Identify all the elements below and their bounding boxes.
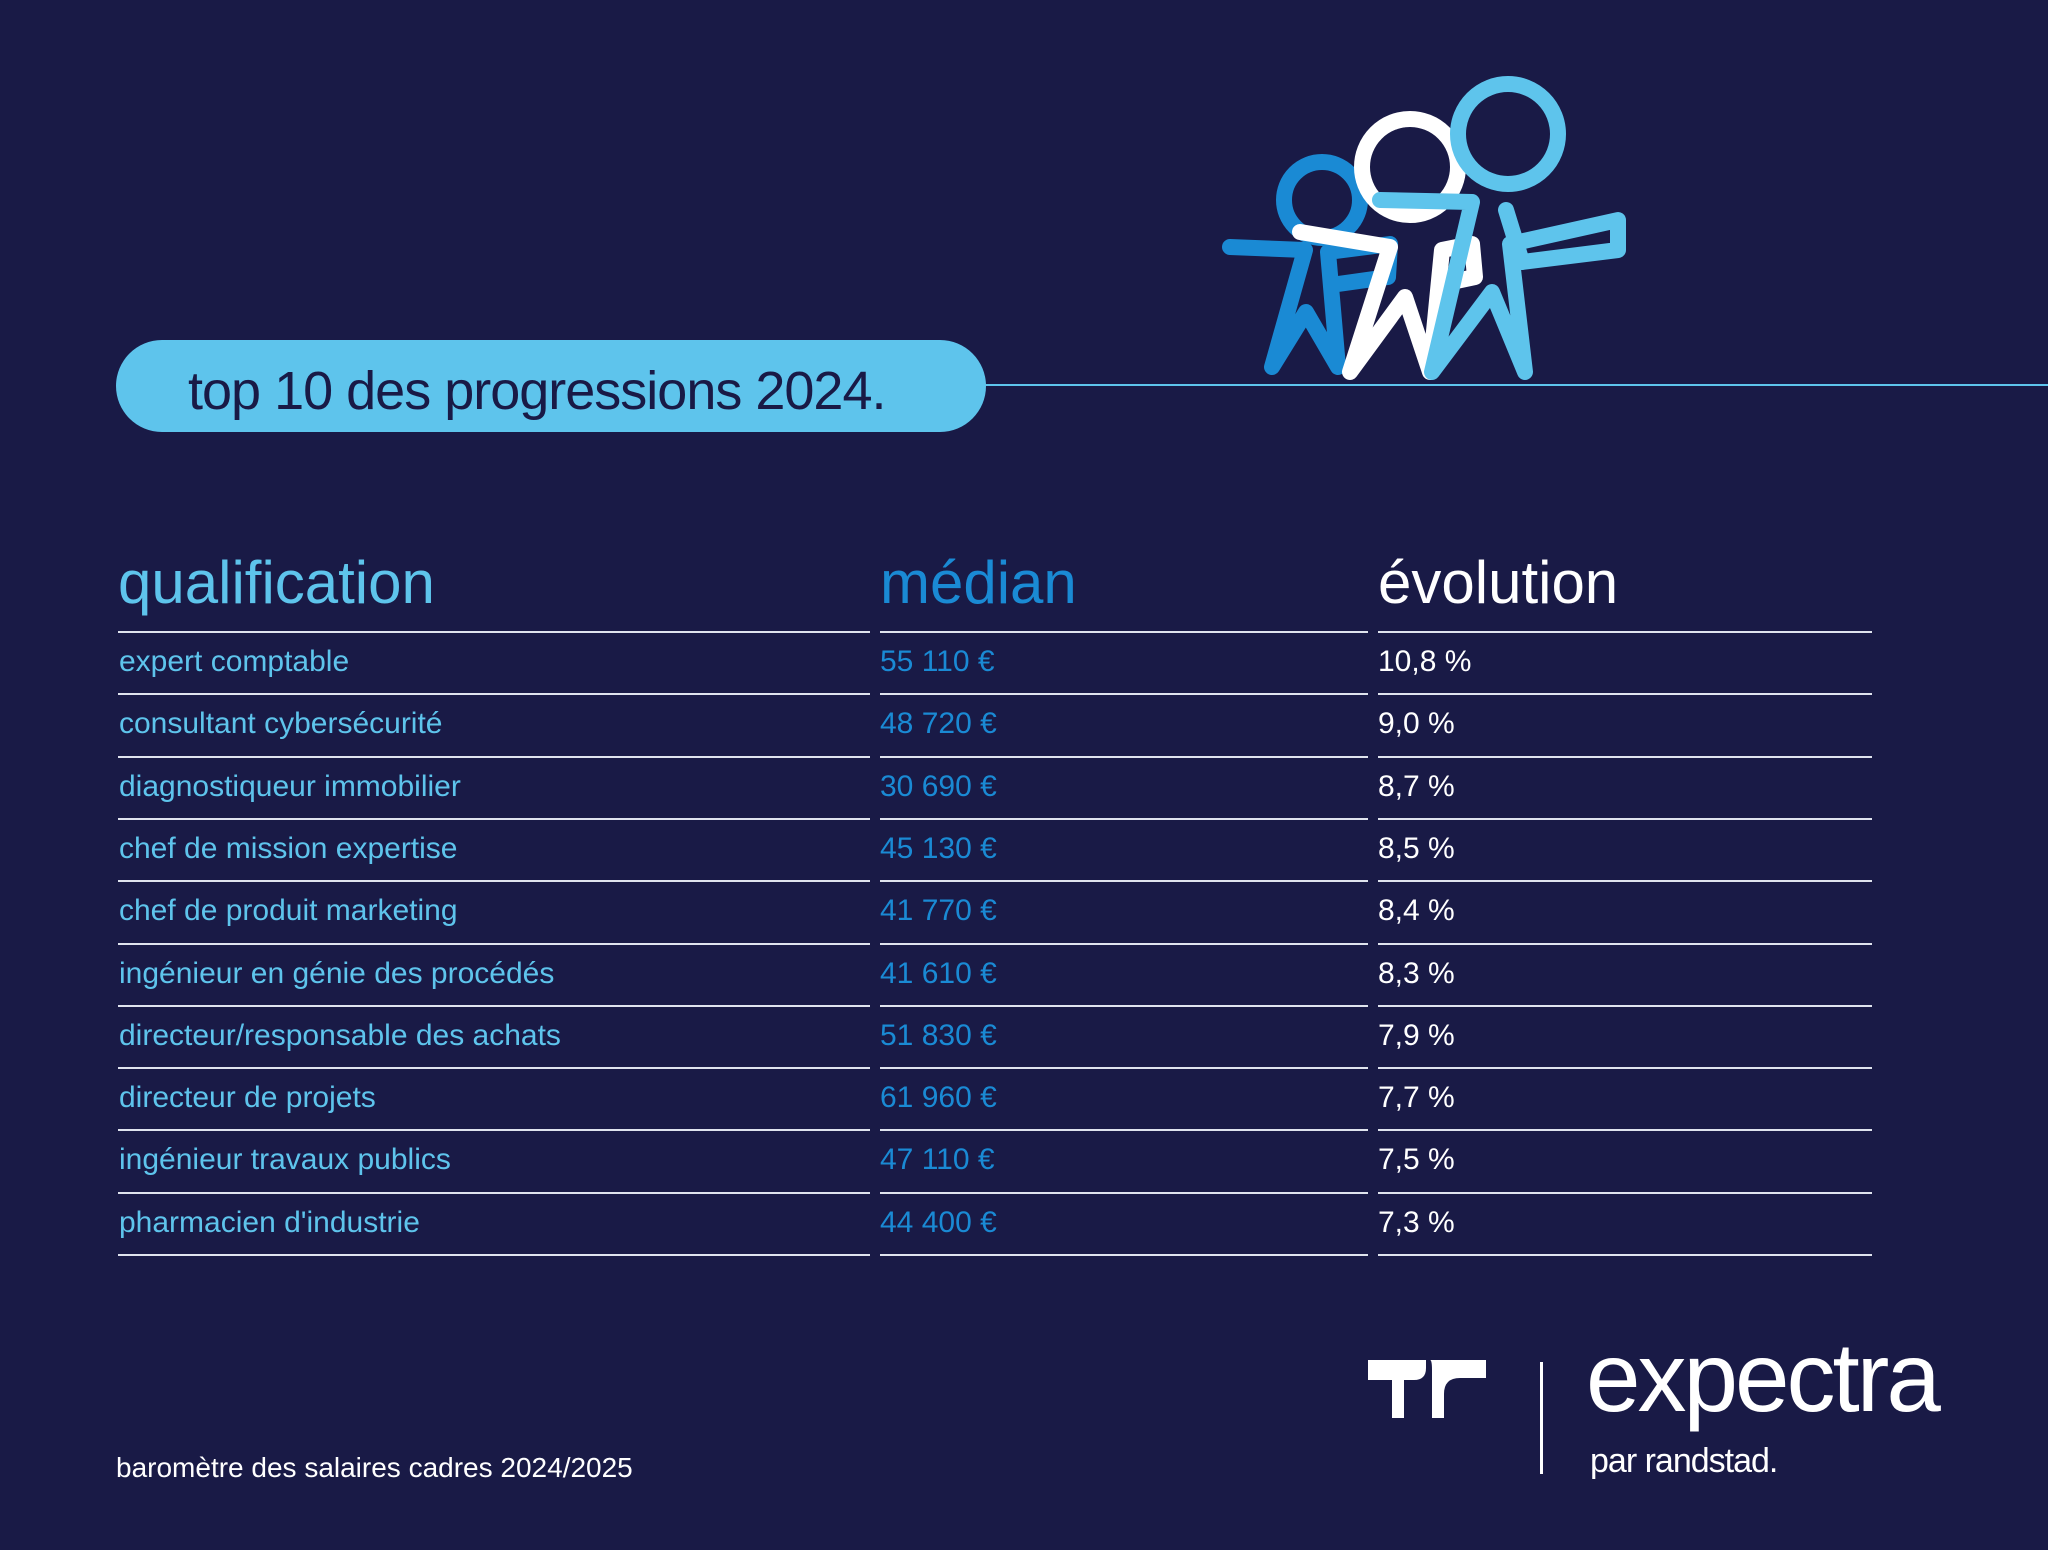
row-rule xyxy=(118,1067,870,1070)
row-rule xyxy=(118,693,870,696)
row-rule xyxy=(1378,1191,1872,1194)
title-divider-line xyxy=(980,384,2048,386)
table-cell-qualification: directeur/responsable des achats xyxy=(119,1018,561,1052)
row-rule xyxy=(880,1129,1368,1132)
table-cell-evolution: 8,5 % xyxy=(1378,831,1455,865)
table-cell-median: 51 830 € xyxy=(880,1018,997,1052)
title-pill: top 10 des progressions 2024. xyxy=(116,340,986,432)
header-rule-med xyxy=(880,631,1368,633)
table-cell-evolution: 8,3 % xyxy=(1378,956,1455,990)
table-cell-evolution: 7,9 % xyxy=(1378,1018,1455,1052)
row-rule xyxy=(1378,1067,1872,1070)
row-rule xyxy=(1378,693,1872,696)
table-cell-evolution: 7,7 % xyxy=(1378,1081,1455,1115)
row-rule xyxy=(880,755,1368,758)
row-rule xyxy=(1378,880,1872,883)
row-rule xyxy=(1378,1254,1872,1256)
header-qualification: qualification xyxy=(118,549,435,616)
table-cell-median: 47 110 € xyxy=(880,1143,995,1177)
header-rule-evo xyxy=(1378,631,1872,633)
table-cell-qualification: ingénieur travaux publics xyxy=(119,1143,451,1177)
table-cell-evolution: 8,4 % xyxy=(1378,894,1455,928)
table-cell-qualification: directeur de projets xyxy=(119,1081,376,1115)
table-cell-median: 44 400 € xyxy=(880,1205,997,1239)
footer-source: baromètre des salaires cadres 2024/2025 xyxy=(116,1452,633,1483)
row-rule xyxy=(880,1191,1368,1194)
row-rule xyxy=(1378,942,1872,945)
row-rule xyxy=(118,1004,870,1007)
header-median: médian xyxy=(880,549,1077,616)
row-rule xyxy=(1378,1004,1872,1007)
table-cell-evolution: 8,7 % xyxy=(1378,769,1455,803)
row-rule xyxy=(118,1254,870,1256)
table-cell-median: 41 610 € xyxy=(880,956,997,990)
brand-name: expectra xyxy=(1586,1322,1941,1432)
table-cell-qualification: diagnostiqueur immobilier xyxy=(119,769,461,803)
table-cell-qualification: expert comptable xyxy=(119,645,350,678)
table-cell-evolution: 7,3 % xyxy=(1378,1205,1455,1239)
table-cell-median: 45 130 € xyxy=(880,831,997,865)
table-cell-median: 55 110 € xyxy=(880,645,995,678)
table-cell-median: 30 690 € xyxy=(880,769,997,803)
header-evolution: évolution xyxy=(1378,549,1619,616)
row-rule xyxy=(880,1254,1368,1256)
row-rule xyxy=(880,942,1368,945)
table-cell-median: 48 720 € xyxy=(880,707,997,741)
row-rule xyxy=(880,1004,1368,1007)
row-rule xyxy=(1378,1129,1872,1132)
table-cell-median: 41 770 € xyxy=(880,894,997,928)
people-illustration-icon xyxy=(1222,76,1626,380)
row-rule xyxy=(118,1191,870,1194)
table-cell-qualification: ingénieur en génie des procédés xyxy=(119,956,555,990)
row-rule xyxy=(880,817,1368,820)
table-cell-evolution: 10,8 % xyxy=(1378,645,1472,678)
row-rule xyxy=(118,880,870,883)
row-rule xyxy=(118,1129,870,1132)
row-rule xyxy=(118,942,870,945)
table-cell-qualification: consultant cybersécurité xyxy=(119,707,443,741)
row-rule xyxy=(880,1067,1368,1070)
row-rule xyxy=(118,755,870,758)
row-rule xyxy=(1378,817,1872,820)
row-rule xyxy=(1378,755,1872,758)
table-cell-median: 61 960 € xyxy=(880,1081,997,1115)
table-cell-qualification: pharmacien d'industrie xyxy=(119,1205,420,1239)
table-cell-qualification: chef de mission expertise xyxy=(119,831,458,865)
table-cell-qualification: chef de produit marketing xyxy=(119,894,458,928)
brand-tagline: par randstad. xyxy=(1590,1442,1778,1480)
randstad-logo-icon xyxy=(1368,1360,1486,1418)
logo-divider xyxy=(1540,1362,1543,1474)
row-rule xyxy=(880,693,1368,696)
row-rule xyxy=(880,880,1368,883)
table-cell-evolution: 7,5 % xyxy=(1378,1143,1455,1177)
table-cell-evolution: 9,0 % xyxy=(1378,707,1455,741)
header-rule-qual xyxy=(118,631,870,633)
row-rule xyxy=(118,817,870,820)
page-title: top 10 des progressions 2024. xyxy=(188,361,886,421)
